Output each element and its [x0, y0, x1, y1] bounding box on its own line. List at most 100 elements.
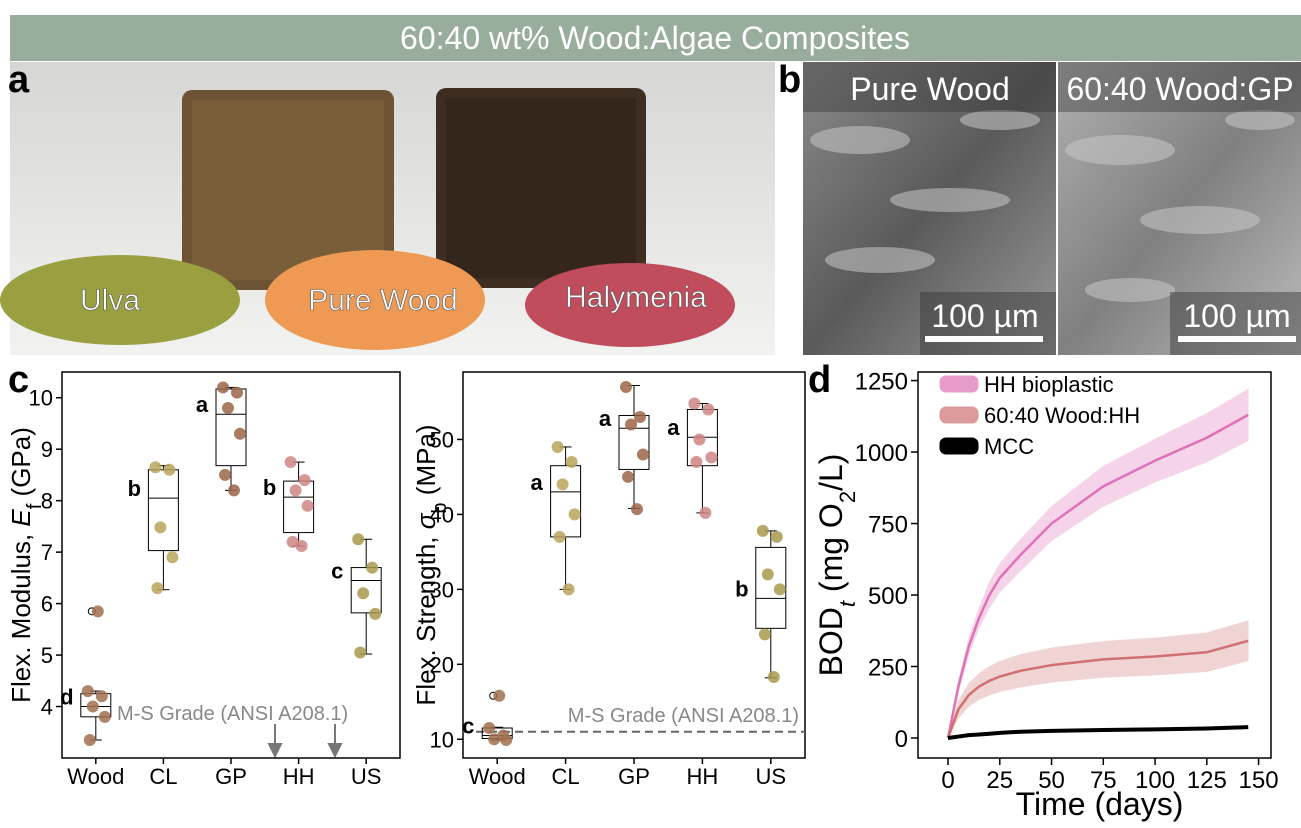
data-point — [762, 568, 774, 580]
y-axis-label-part: Flex. Strength, — [411, 529, 441, 705]
legend-label: 60:40 Wood:HH — [984, 403, 1140, 428]
data-point — [231, 387, 243, 399]
data-point — [552, 441, 564, 453]
data-point — [563, 583, 575, 595]
data-point — [369, 608, 381, 620]
scale-bar-label: 100 µm — [931, 298, 1038, 334]
data-point — [151, 582, 163, 594]
legend-swatch — [940, 407, 978, 423]
sem-label: 60:40 Wood:GP — [1066, 71, 1293, 107]
plot-frame — [62, 372, 400, 758]
data-point — [99, 711, 111, 723]
y-tick-label: 7 — [41, 540, 53, 565]
legend-swatch — [940, 438, 978, 454]
data-point — [699, 507, 711, 519]
sem-label: Pure Wood — [850, 71, 1010, 107]
data-point — [228, 484, 240, 496]
scale-bar — [925, 336, 1043, 342]
data-point — [702, 403, 714, 415]
y-axis-label-part: /L) — [813, 454, 849, 491]
data-point — [693, 433, 705, 445]
reference-label: M-S Grade (ANSI A208.1) — [568, 705, 799, 727]
y-tick-label: 1000 — [855, 440, 908, 467]
panel-label: a — [8, 59, 30, 101]
data-point — [219, 469, 231, 481]
data-point — [354, 646, 366, 658]
data-point — [625, 418, 637, 430]
sample-face — [446, 98, 636, 278]
data-point — [620, 381, 632, 393]
data-point — [488, 733, 500, 745]
panel-label: c — [8, 359, 29, 401]
data-point — [705, 451, 717, 463]
data-point — [154, 521, 166, 533]
reference-label: M-S Grade (ANSI A208.1) — [117, 703, 348, 725]
box — [551, 466, 581, 537]
y-axis-label-part: 2 — [835, 491, 860, 503]
y-axis-label: BODt (mg O2/L) — [813, 454, 860, 677]
box — [216, 389, 246, 466]
significance-letter: b — [263, 475, 276, 500]
photo-label: Pure Wood — [308, 284, 458, 317]
data-point — [500, 734, 512, 746]
y-tick-label: 750 — [868, 512, 908, 539]
y-tick-label: 0 — [895, 726, 908, 753]
data-point — [557, 478, 569, 490]
data-point — [637, 448, 649, 460]
figure-title: 60:40 wt% Wood:Algae Composites — [400, 20, 910, 56]
scale-bar — [1178, 336, 1296, 342]
significance-letter: a — [530, 470, 543, 495]
data-point — [771, 531, 783, 543]
data-point — [569, 508, 581, 520]
data-point — [84, 734, 96, 746]
photo-label: Ulva — [80, 284, 140, 317]
x-tick-label: Wood — [469, 764, 526, 789]
data-point — [690, 456, 702, 468]
data-point — [352, 533, 364, 545]
data-point — [96, 690, 108, 702]
data-point — [357, 587, 369, 599]
plot-frame — [463, 372, 805, 758]
arrow — [269, 724, 341, 756]
data-point — [759, 628, 771, 640]
legend-label: HH bioplastic — [984, 372, 1114, 397]
data-point — [483, 722, 495, 734]
x-tick-label: HH — [283, 764, 315, 789]
y-axis-label-part: BOD — [813, 607, 849, 676]
y-tick-label: 10 — [430, 727, 454, 752]
data-point — [92, 605, 104, 617]
data-point — [554, 531, 566, 543]
x-tick-label: GP — [215, 764, 247, 789]
y-axis-label-part: E — [6, 509, 36, 527]
significance-letter: c — [331, 558, 343, 583]
x-tick-label: US — [351, 764, 382, 789]
panel-label: b — [778, 59, 801, 101]
y-tick-label: 4 — [41, 695, 53, 720]
x-tick-label: GP — [618, 764, 650, 789]
significance-letter: b — [128, 476, 141, 501]
data-point — [290, 484, 302, 496]
data-point — [566, 456, 578, 468]
data-point — [234, 428, 246, 440]
y-axis-label-part: Flex. Modulus, — [6, 527, 36, 703]
x-tick-label: 150 — [1239, 767, 1279, 794]
data-point — [631, 503, 643, 515]
data-point — [302, 500, 314, 512]
significance-letter: a — [667, 415, 680, 440]
data-point — [285, 456, 297, 468]
significance-letter: d — [60, 685, 73, 710]
box — [148, 470, 178, 551]
y-axis-label-part: (MPa) — [411, 424, 441, 502]
y-axis-label-part: (GPa) — [6, 427, 36, 504]
figure: 60:40 wt% Wood:Algae Composites Ulva Pur… — [0, 0, 1301, 823]
x-tick-label: HH — [687, 764, 719, 789]
legend-label: MCC — [984, 434, 1034, 459]
data-point — [296, 540, 308, 552]
data-point — [366, 562, 378, 574]
series-line — [948, 727, 1248, 738]
significance-letter: a — [196, 392, 209, 417]
data-point — [217, 381, 229, 393]
y-axis-label-part: σ — [411, 512, 441, 529]
x-tick-label: CL — [149, 764, 177, 789]
y-tick-label: 1250 — [855, 369, 908, 396]
